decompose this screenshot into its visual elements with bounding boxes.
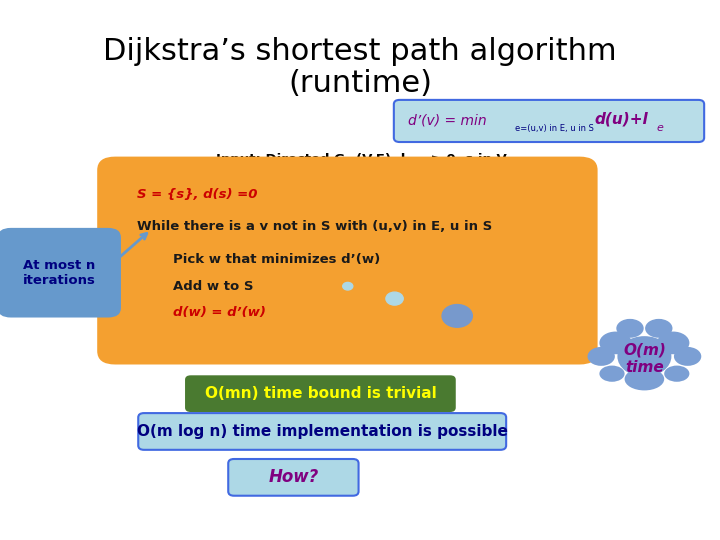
Text: Input: Directed G=(V,E), l: Input: Directed G=(V,E), l: [216, 153, 405, 166]
Ellipse shape: [645, 319, 672, 338]
Ellipse shape: [618, 336, 671, 377]
Text: While there is a v not in S with (u,v) in E, u in S: While there is a v not in S with (u,v) i…: [137, 220, 492, 233]
FancyBboxPatch shape: [97, 157, 598, 364]
Text: d’(v) = min: d’(v) = min: [408, 114, 487, 128]
Text: S = {s}, d(s) =0: S = {s}, d(s) =0: [137, 188, 257, 201]
Ellipse shape: [657, 332, 690, 354]
Text: e: e: [657, 123, 664, 133]
Text: Pick w that minimizes d’(w): Pick w that minimizes d’(w): [173, 253, 380, 266]
Ellipse shape: [599, 332, 632, 354]
FancyBboxPatch shape: [394, 100, 704, 142]
Text: d(w) = d’(w): d(w) = d’(w): [173, 306, 266, 319]
Text: (runtime): (runtime): [288, 69, 432, 98]
Circle shape: [442, 305, 472, 327]
Circle shape: [343, 282, 353, 290]
Text: ≥ 0, s in V: ≥ 0, s in V: [426, 153, 506, 166]
Circle shape: [386, 292, 403, 305]
Text: Add w to S: Add w to S: [173, 280, 253, 293]
FancyBboxPatch shape: [0, 228, 121, 318]
Ellipse shape: [599, 366, 625, 382]
Text: e: e: [415, 161, 423, 171]
Text: O(m)
time: O(m) time: [623, 343, 666, 375]
FancyBboxPatch shape: [138, 413, 506, 450]
Text: How?: How?: [269, 468, 318, 487]
FancyBboxPatch shape: [185, 375, 456, 412]
Text: At most n
iterations: At most n iterations: [23, 259, 96, 287]
Text: O(mn) time bound is trivial: O(mn) time bound is trivial: [204, 386, 436, 401]
Ellipse shape: [674, 347, 701, 366]
Ellipse shape: [616, 319, 644, 338]
Text: d(u)+l: d(u)+l: [594, 112, 648, 127]
Ellipse shape: [588, 347, 615, 366]
Text: Dijkstra’s shortest path algorithm: Dijkstra’s shortest path algorithm: [103, 37, 617, 66]
Ellipse shape: [665, 366, 690, 382]
FancyBboxPatch shape: [228, 459, 359, 496]
Text: O(m log n) time implementation is possible: O(m log n) time implementation is possib…: [137, 424, 508, 439]
Ellipse shape: [625, 368, 664, 390]
Text: e=(u,v) in E, u in S: e=(u,v) in E, u in S: [515, 124, 594, 133]
